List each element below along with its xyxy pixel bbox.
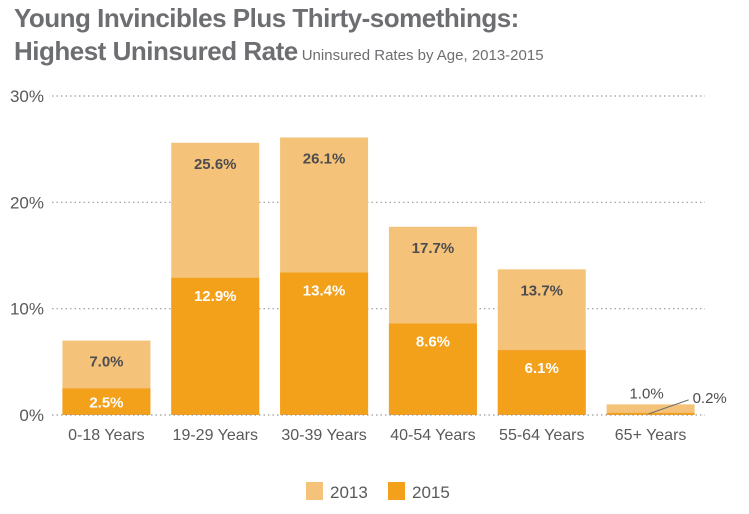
legend-swatch-2013: [306, 482, 323, 500]
bar-2015: [606, 412, 695, 415]
data-label-2015: 12.9%: [194, 288, 237, 305]
data-label-2013: 7.0%: [89, 354, 123, 371]
x-tick-label: 30-39 Years: [281, 427, 366, 444]
bar-2015: [388, 323, 477, 415]
bar-2015: [497, 350, 586, 415]
legend-label-2013: 2013: [330, 483, 368, 502]
x-tick-label: 40-54 Years: [390, 427, 475, 444]
y-tick-label: 20%: [10, 193, 44, 212]
x-tick-label: 55-64 Years: [499, 427, 584, 444]
data-label-2015: 13.4%: [303, 283, 346, 300]
chart-subtitle: Uninsured Rates by Age, 2013-2015: [301, 47, 544, 64]
bar-2013: [606, 404, 695, 415]
legend-label-2015: 2015: [412, 483, 450, 502]
bar-2015: [171, 277, 260, 415]
x-tick-label: 19-29 Years: [173, 427, 258, 444]
label-leader-line: [648, 399, 689, 415]
legend-swatch-2015: [388, 482, 405, 500]
data-label-2013: 1.0%: [629, 385, 663, 402]
data-label-2013: 25.6%: [194, 156, 237, 173]
data-label-2015: 2.5%: [89, 395, 123, 412]
data-label-2015: 8.6%: [416, 334, 450, 351]
y-tick-label: 30%: [10, 87, 44, 106]
data-label-2013: 26.1%: [303, 150, 346, 167]
y-tick-label: 0%: [19, 406, 44, 425]
x-tick-label: 0-18 Years: [68, 427, 145, 444]
data-label-2013: 13.7%: [520, 282, 563, 299]
data-label-2013: 17.7%: [412, 240, 455, 257]
title-line-1: Young Invincibles Plus Thirty-somethings…: [14, 3, 519, 33]
y-tick-label: 10%: [10, 300, 44, 319]
x-tick-label: 65+ Years: [615, 427, 687, 444]
data-label-2015: 6.1%: [525, 360, 559, 377]
bar-2015: [280, 272, 369, 415]
bar-2015: [62, 388, 151, 415]
title-line-2: Highest Uninsured Rate: [14, 36, 298, 66]
chart-title: Young Invincibles Plus Thirty-somethings…: [14, 2, 544, 72]
data-label-2015: 0.2%: [693, 390, 727, 407]
